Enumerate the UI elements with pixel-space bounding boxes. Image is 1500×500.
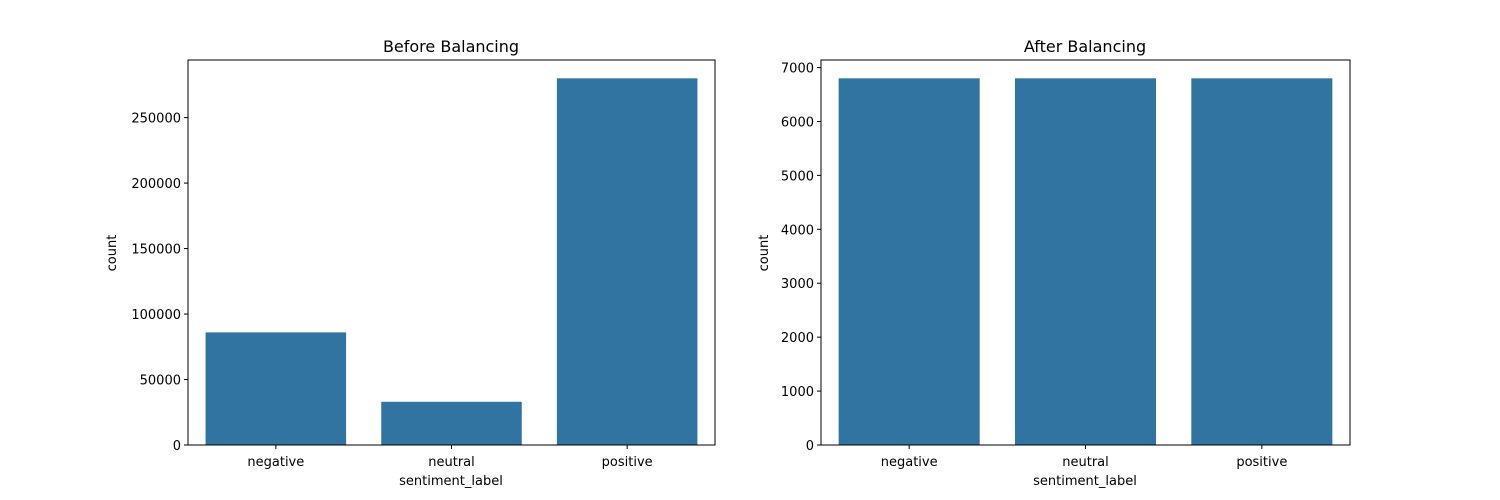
axes-frame [187,59,716,446]
bar-neutral [381,401,522,445]
y-tick-label: 250000 [131,112,181,127]
x-tick-label: positive [602,455,653,470]
y-tick-label: 5000 [781,169,814,184]
x-axis-ticks: negative neutral positive [247,445,653,470]
y-tick-label: 6000 [781,115,814,130]
chart-before-balancing: Before Balancing sentiment_label count 0… [105,37,716,489]
axes-frame [820,59,1351,446]
x-axis-label: sentiment_label [1033,474,1137,489]
y-axis-label: count [105,235,120,272]
bar-positive [1191,78,1333,445]
chart-after-balancing: After Balancing sentiment_label count 0 1… [757,37,1351,489]
y-tick-label: 100000 [131,308,181,323]
y-tick-label: 2000 [781,331,814,346]
x-tick-label: positive [1236,455,1287,470]
bar-group [205,78,698,445]
bar-negative [205,332,347,445]
x-tick-label: neutral [1062,455,1109,470]
y-tick-label: 200000 [131,177,181,192]
y-tick-label: 50000 [140,374,181,389]
chart-title: After Balancing [1024,37,1146,56]
y-tick-label: 4000 [781,223,814,238]
y-tick-label: 0 [173,439,181,454]
x-axis-ticks: negative neutral positive [881,445,1287,470]
bar-positive [556,78,698,445]
y-axis-ticks: 0 50000 100000 150000 200000 250000 [131,112,188,454]
bar-group [838,78,1333,445]
y-tick-label: 0 [806,439,814,454]
y-tick-label: 7000 [781,62,814,77]
chart-title: Before Balancing [383,37,519,56]
y-tick-label: 1000 [781,385,814,400]
y-tick-label: 3000 [781,277,814,292]
y-tick-label: 150000 [131,243,181,258]
bar-negative [838,78,980,445]
bar-neutral [1014,78,1157,445]
x-tick-label: negative [881,455,938,470]
y-axis-ticks: 0 1000 2000 3000 4000 5000 6000 7000 [781,62,821,454]
x-tick-label: neutral [428,455,475,470]
y-axis-label: count [757,235,772,272]
x-axis-label: sentiment_label [399,474,503,489]
x-tick-label: negative [247,455,304,470]
